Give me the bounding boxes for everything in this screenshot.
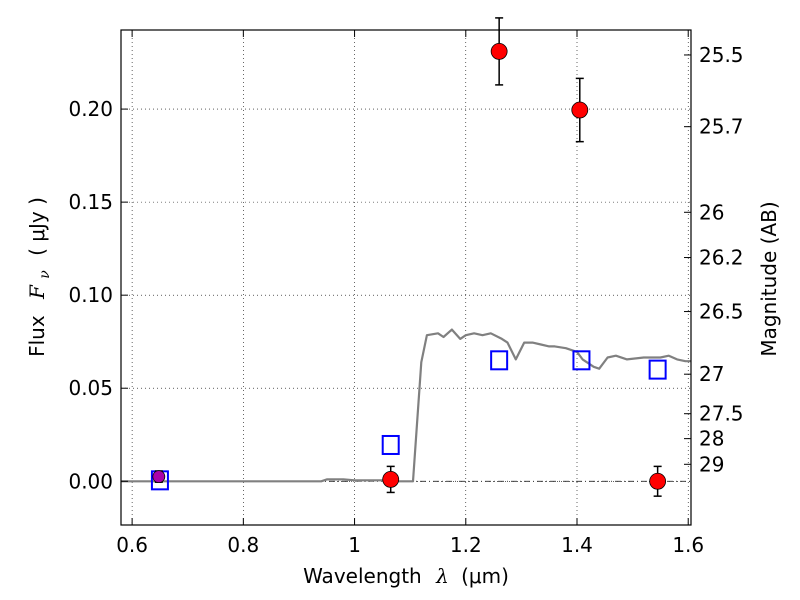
right-tick-label: 29 [699,452,724,476]
right-tick-label: 27 [699,362,724,386]
x-tick-label: 0.6 [116,533,148,557]
observed-point [649,472,667,490]
model-photometry-point [381,434,400,455]
axis-ticks: 0.6 0.8 1 1.2 1.4 1.6 0.00 0.05 0.10 0.15 0.20 25.5… [68,30,744,557]
model-spectrum-line [121,328,691,483]
right-tick-label: 25.5 [699,43,744,67]
model-photometry-point [490,350,509,371]
y-axis-label: Flux F ν ( μJy ) [25,197,54,357]
observed-point [382,471,400,488]
plot-area [121,30,691,525]
y-axis-label-unit: ( μJy ) [25,197,49,256]
x-axis-label-symbol: λ [435,564,449,588]
model-spectrum-series [121,328,691,483]
plot-frame [120,29,692,526]
x-tick-label: 1.6 [672,533,704,557]
right-tick-label: 25.7 [699,115,744,139]
right-tick-label: 26.2 [699,246,744,270]
right-axis-label: Magnitude (AB) [757,201,781,356]
y-axis-label-subscript: ν [37,270,53,279]
x-tick-label: 1 [348,533,361,557]
right-tick-label: 28 [699,427,724,451]
x-axis-label: Wavelength λ (μm) [303,564,509,588]
observed-photometry-series [152,17,667,497]
observed-point [490,43,508,60]
y-tick-label: 0.15 [68,190,113,214]
x-tick-label: 1.4 [561,533,593,557]
y-axis-label-prefix: Flux [25,315,49,357]
x-tick-label: 0.8 [227,533,259,557]
model-photometry-series [150,350,667,491]
y-tick-label: 0.00 [68,469,113,493]
x-axis-label-prefix: Wavelength [303,564,422,588]
right-tick-label: 26 [699,200,724,224]
observed-point [152,470,166,484]
y-tick-label: 0.10 [68,283,113,307]
model-photometry-point [648,359,667,380]
observed-point [571,101,589,119]
model-photometry-point [572,350,591,371]
right-tick-label: 27.5 [699,402,744,426]
y-tick-label: 0.20 [68,97,113,121]
x-tick-label: 1.2 [450,533,482,557]
y-axis-label-symbol: F [25,284,49,300]
x-axis-label-unit: (μm) [461,564,509,588]
right-tick-label: 26.5 [699,300,744,324]
y-tick-label: 0.05 [68,376,113,400]
